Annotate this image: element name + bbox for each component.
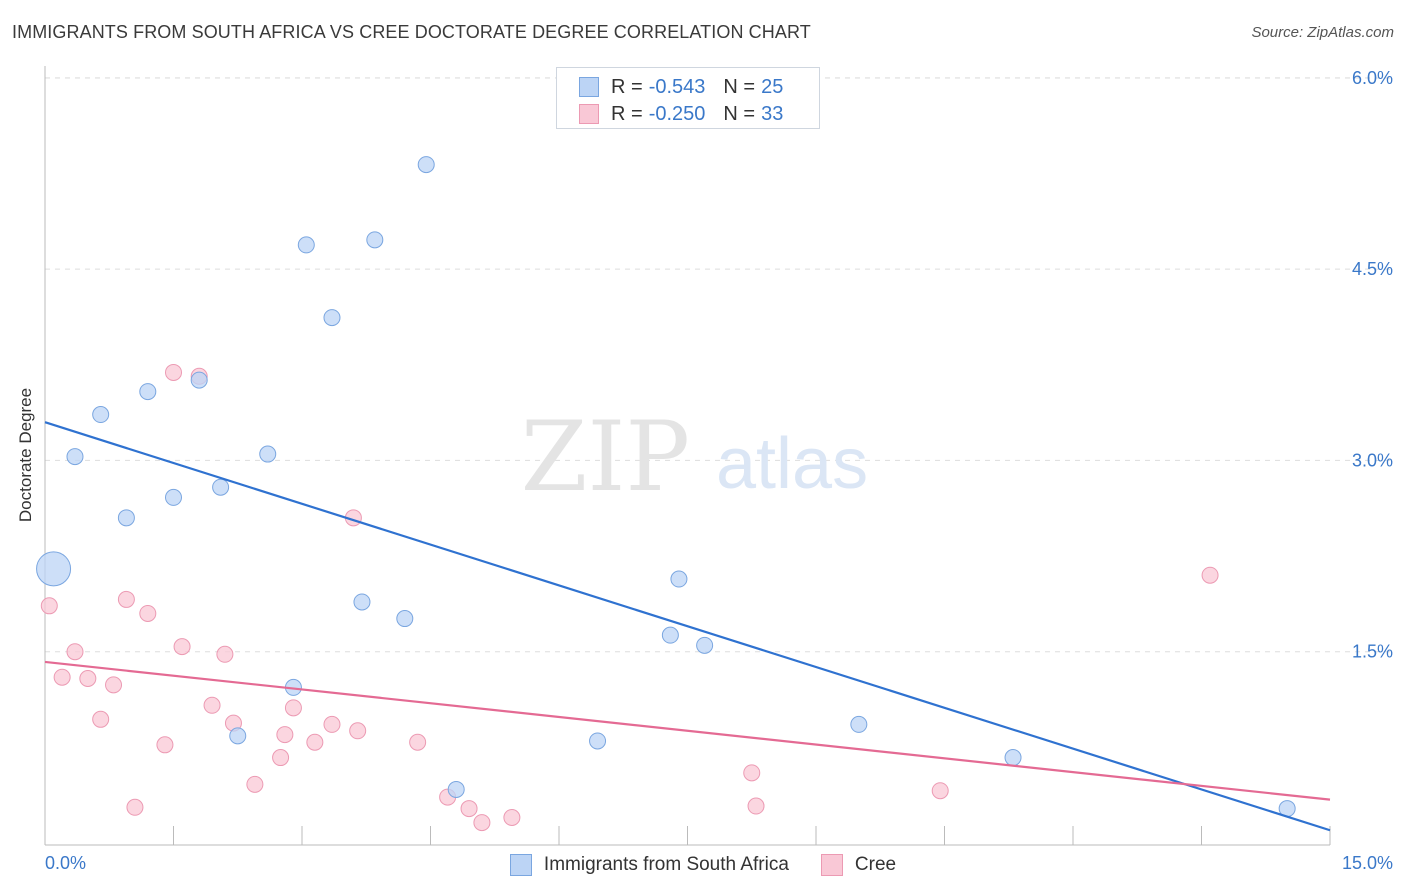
south-africa-point [850, 715, 868, 733]
south-africa-point [190, 371, 208, 389]
cree-point [173, 638, 191, 656]
legend-item-south-africa: Immigrants from South Africa [509, 854, 789, 876]
y-tick-label: 6.0% [1352, 68, 1393, 88]
legend-label: Immigrants from South Africa [543, 854, 789, 875]
cree-point [156, 736, 174, 754]
watermark-atlas: atlas [716, 424, 868, 504]
south-africa-point [696, 636, 714, 654]
legend-row-cree: R = -0.250 N = 33 [579, 103, 783, 125]
tick-labels: 1.5% 3.0% 4.5% 6.0% 0.0% 15.0% [45, 68, 1393, 873]
south-africa-point [366, 231, 384, 249]
cree-point [126, 798, 144, 816]
cree-point [92, 710, 110, 728]
blue-swatch [509, 854, 532, 876]
pink-swatch [820, 854, 843, 876]
n-value: 25 [761, 75, 784, 98]
cree-point [246, 775, 264, 793]
cree-point [743, 764, 761, 782]
cree-point [349, 722, 367, 740]
series-legend: Immigrants from South Africa Cree [0, 851, 1406, 879]
cree-point [1201, 566, 1219, 584]
r-label: R = [611, 102, 643, 125]
cree-point [306, 733, 324, 751]
south-africa-point [212, 478, 230, 496]
r-value: -0.250 [648, 102, 706, 125]
south-africa-trend-line [44, 421, 1331, 832]
x-tick-label: 0.0% [45, 853, 86, 873]
south-africa-point [297, 236, 315, 254]
watermark: ZIP atlas [521, 401, 868, 513]
pink-swatch [579, 104, 599, 124]
south-africa-point [117, 509, 135, 527]
cree-point [79, 669, 97, 687]
south-africa-points [36, 156, 1296, 818]
south-africa-point [661, 626, 679, 644]
y-tick-label: 3.0% [1352, 450, 1393, 470]
n-value: 33 [761, 102, 784, 125]
south-africa-point [353, 593, 371, 611]
grid-layer [45, 77, 1392, 653]
blue-swatch [579, 77, 599, 97]
legend-item-cree: Cree [820, 854, 897, 876]
legend-row-south-africa: R = -0.543 N = 25 [579, 76, 783, 98]
south-africa-point [323, 309, 341, 327]
cree-point [203, 696, 221, 714]
south-africa-point [139, 383, 157, 401]
south-africa-point [66, 448, 84, 466]
n-label: N = [723, 102, 756, 125]
cree-point [66, 643, 84, 661]
cree-point [40, 597, 58, 615]
south-africa-point [1004, 749, 1022, 767]
y-tick-label: 1.5% [1352, 642, 1393, 662]
watermark-zip: ZIP [521, 401, 690, 513]
cree-point [409, 733, 427, 751]
cree-point [117, 590, 135, 608]
cree-point [165, 363, 182, 381]
cree-points [40, 363, 1219, 832]
chart-title: IMMIGRANTS FROM SOUTH AFRICA VS CREE DOC… [12, 22, 811, 42]
cree-point [272, 749, 290, 767]
cree-point [276, 726, 294, 744]
cree-point [931, 782, 949, 800]
south-africa-point [396, 610, 414, 628]
south-africa-point [36, 551, 72, 587]
r-label: R = [611, 75, 643, 98]
y-tick-label: 4.5% [1352, 259, 1393, 279]
cree-point [460, 800, 478, 818]
legend-label: Cree [854, 854, 897, 875]
source-credit: Source: ZipAtlas.com [1251, 24, 1394, 41]
axis-layer [44, 66, 1331, 846]
south-africa-point [165, 488, 182, 506]
south-africa-point [447, 780, 465, 798]
trend-lines [44, 421, 1331, 832]
cree-point [105, 676, 123, 694]
south-africa-point [259, 445, 277, 463]
n-label: N = [723, 75, 756, 98]
cree-point [139, 604, 157, 622]
south-africa-point [92, 406, 110, 424]
cree-point [473, 814, 491, 832]
south-africa-point [589, 732, 607, 750]
south-africa-point [417, 156, 435, 174]
cree-point [284, 699, 302, 717]
x-tick-label: 15.0% [1342, 853, 1393, 873]
correlation-legend: R = -0.543 N = 25 R = -0.250 N = 33 [556, 67, 820, 129]
r-value: -0.543 [648, 75, 706, 98]
cree-trend-line [44, 660, 1331, 801]
cree-point [503, 808, 521, 826]
cree-point [747, 797, 765, 815]
cree-point [216, 645, 234, 663]
cree-point [323, 715, 341, 733]
south-africa-point [670, 570, 688, 588]
south-africa-point [229, 727, 247, 745]
cree-point [53, 668, 71, 686]
